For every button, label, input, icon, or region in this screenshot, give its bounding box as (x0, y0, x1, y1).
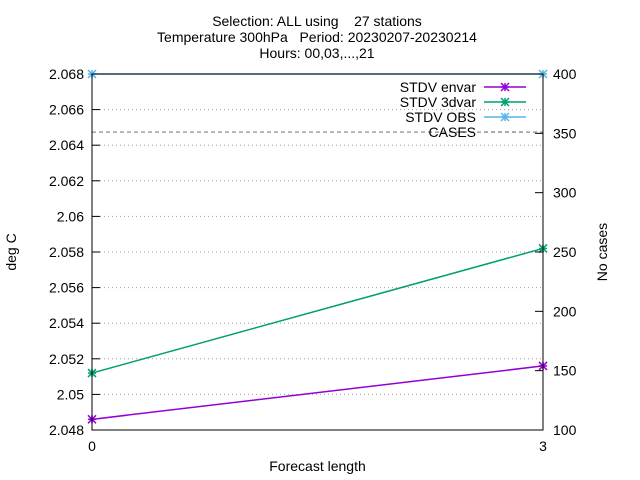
legend-label: CASES (429, 124, 476, 140)
y-tick-label: 2.056 (49, 280, 84, 296)
y-axis-label: deg C (3, 233, 19, 270)
legend-label: STDV OBS (405, 109, 476, 125)
series-layer (87, 69, 548, 424)
title-line: Selection: ALL using 27 stations (212, 13, 422, 29)
y2-axis-label: No cases (594, 223, 610, 281)
axis-ticks: 2.048 2.05 2.052 2.054 2.056 2.058 2.06 2.062 2.… (49, 66, 577, 454)
y-tick-label: 2.058 (49, 244, 84, 260)
y-tick-label: 2.052 (49, 351, 84, 367)
gridlines (92, 109, 543, 395)
y-tick-label: 2.064 (49, 137, 84, 153)
series-stdv-envar (87, 361, 548, 424)
y-tick-label: 2.06 (57, 208, 84, 224)
y-tick-label: 2.062 (49, 173, 84, 189)
series-stdv-3dvar (87, 243, 548, 378)
series-line (91, 365, 544, 421)
y-tick-label: 2.066 (49, 102, 84, 118)
x-tick-label: 0 (88, 438, 96, 454)
y-tick-label: 2.05 (57, 386, 84, 402)
y2-tick-label: 300 (553, 185, 577, 201)
y2-tick-label: 100 (553, 422, 577, 438)
y-tick-label: 2.054 (49, 315, 84, 331)
y2-tick-label: 350 (553, 125, 577, 141)
title-line: Temperature 300hPa Period: 20230207-2023… (157, 29, 477, 45)
y2-tick-label: 400 (553, 66, 577, 82)
legend-marker (500, 112, 510, 122)
y2-tick-label: 150 (553, 363, 577, 379)
series-line (91, 247, 544, 374)
chart-title: Selection: ALL using 27 stationsTemperat… (157, 13, 477, 61)
legend-marker (500, 97, 510, 107)
y-tick-label: 2.048 (49, 422, 84, 438)
legend-marker (500, 82, 510, 92)
legend-label: STDV envar (400, 79, 477, 95)
y-tick-label: 2.068 (49, 66, 84, 82)
legend-label: STDV 3dvar (400, 94, 477, 110)
title-line: Hours: 00,03,...,21 (259, 45, 374, 61)
x-tick-label: 3 (539, 438, 547, 454)
y2-tick-label: 250 (553, 244, 577, 260)
x-axis-label: Forecast length (269, 458, 366, 474)
y2-tick-label: 200 (553, 303, 577, 319)
